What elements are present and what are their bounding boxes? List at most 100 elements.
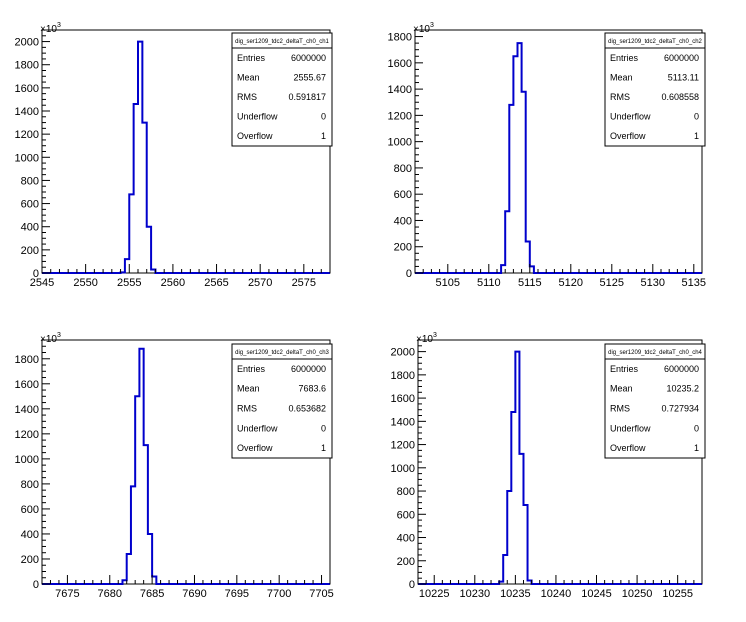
stats-box-frame [231,32,333,147]
stats-value: 0 [694,423,699,433]
stats-value: 1 [321,443,326,453]
y-tick-label: 400 [21,529,39,541]
histogram-title: dig_ser1209_tdc2_deltaT_ch0_ch4 [608,350,702,356]
x-tick-label: 10250 [622,588,653,600]
stats-box-frame [231,343,333,459]
stats-box-frame [604,32,706,147]
histogram-line [418,350,702,585]
y-exponent-power: 3 [433,332,437,339]
x-tick-label: 5110 [477,277,501,289]
y-tick-label: 800 [21,479,39,491]
stats-value: 0 [321,112,326,122]
y-tick-label: 1000 [388,137,412,149]
x-tick-label: 10225 [419,588,450,600]
y-tick-label: 400 [394,215,412,227]
y-tick-label: 800 [394,163,412,175]
x-tick-label: 10230 [460,588,491,600]
y-exponent-base: ×10 [416,334,433,345]
y-tick-label: 1600 [15,83,39,95]
x-tick-label: 2575 [292,277,316,289]
y-tick-label: 1600 [391,393,415,405]
x-tick-label: 7680 [98,588,122,600]
y-tick-label: 1800 [15,60,39,72]
stats-label: Entries [610,53,639,63]
x-tick-label: 2550 [73,277,97,289]
stats-value: 1 [694,443,699,453]
stats-value: 0.653682 [288,404,326,414]
stats-value: 1 [321,131,326,141]
x-tick-label: 5130 [641,277,665,289]
stats-box: dig_ser1209_tdc2_deltaT_ch0_ch1 Entries 60… [231,32,333,147]
y-tick-label: 0 [409,579,415,591]
y-tick-label: 1200 [15,129,39,141]
y-tick-label: 1400 [15,106,39,118]
y-tick-label: 1000 [15,454,39,466]
y-exponent-base: ×10 [413,24,430,35]
y-tick-label: 600 [21,504,39,516]
stats-label: Overflow [237,443,273,453]
x-tick-label: 2565 [204,277,228,289]
stats-label: RMS [237,404,257,414]
stats-label: Overflow [237,131,273,141]
stats-value: 10235.2 [666,384,699,394]
stats-value: 0.591817 [288,92,326,102]
y-tick-label: 1600 [15,379,39,391]
stats-label: Mean [237,72,260,82]
x-tick-label: 10235 [500,588,531,600]
histogram-pad-ch2: 5105 5110 5115 5120 5125 5130 5135 0 200 400 600 80… [388,22,707,289]
y-tick-label: 1800 [391,370,415,382]
y-tick-label: 200 [21,554,39,566]
x-tick-label: 7675 [55,588,79,600]
x-tick-label: 2570 [248,277,272,289]
stats-box-frame [604,343,706,459]
x-tick-label: 5120 [559,277,583,289]
y-tick-label: 1200 [15,429,39,441]
x-tick-label: 10255 [662,588,693,600]
y-tick-label: 1400 [391,416,415,428]
x-tick-label: 7685 [140,588,164,600]
y-tick-label: 1800 [388,32,412,44]
stats-label: Entries [610,364,639,374]
y-exponent-power: 3 [57,332,61,339]
y-tick-label: 1000 [15,152,39,164]
y-tick-label: 600 [394,189,412,201]
x-tick-label: 5105 [436,277,460,289]
y-tick-label: 1800 [15,354,39,366]
y-tick-label: 800 [21,175,39,187]
stats-label: Mean [610,384,633,394]
stats-label: Underflow [610,112,651,122]
histogram-title: dig_ser1209_tdc2_deltaT_ch0_ch1 [235,39,329,45]
stats-box: dig_ser1209_tdc2_deltaT_ch0_ch4 Entries 60… [604,343,706,459]
histogram-title: dig_ser1209_tdc2_deltaT_ch0_ch2 [608,39,702,45]
y-exponent-label: ×103 [40,332,61,345]
stats-value: 1 [694,131,699,141]
stats-label: Entries [237,364,266,374]
y-tick-label: 1400 [388,84,412,96]
stats-value: 5113.11 [668,72,699,82]
y-tick-label: 200 [21,245,39,257]
stats-value: 0.608558 [661,92,699,102]
histogram-pad-ch3: 7675 7680 7685 7690 7695 7700 7705 0 200 400 600 80… [15,332,334,600]
stats-label: Entries [237,53,266,63]
y-tick-label: 1200 [388,110,412,122]
x-tick-label: 2560 [161,277,185,289]
stats-box: dig_ser1209_tdc2_deltaT_ch0_ch3 Entries 60… [231,343,333,459]
stats-label: Mean [610,72,633,82]
stats-value: 0 [694,112,699,122]
y-tick-label: 0 [33,268,39,280]
y-tick-label: 1000 [391,463,415,475]
histogram-line [415,42,702,274]
x-tick-label: 10240 [541,588,572,600]
y-tick-label: 0 [406,268,412,280]
stats-label: RMS [610,404,630,414]
stats-value: 6000000 [291,53,326,63]
y-tick-label: 800 [397,486,415,498]
histogram-title: dig_ser1209_tdc2_deltaT_ch0_ch3 [235,350,329,356]
y-exponent-base: ×10 [40,334,57,345]
stats-label: RMS [237,92,257,102]
x-tick-label: 7690 [182,588,206,600]
histogram-line [42,347,330,585]
y-tick-label: 400 [397,533,415,545]
y-exponent-label: ×103 [413,22,434,35]
